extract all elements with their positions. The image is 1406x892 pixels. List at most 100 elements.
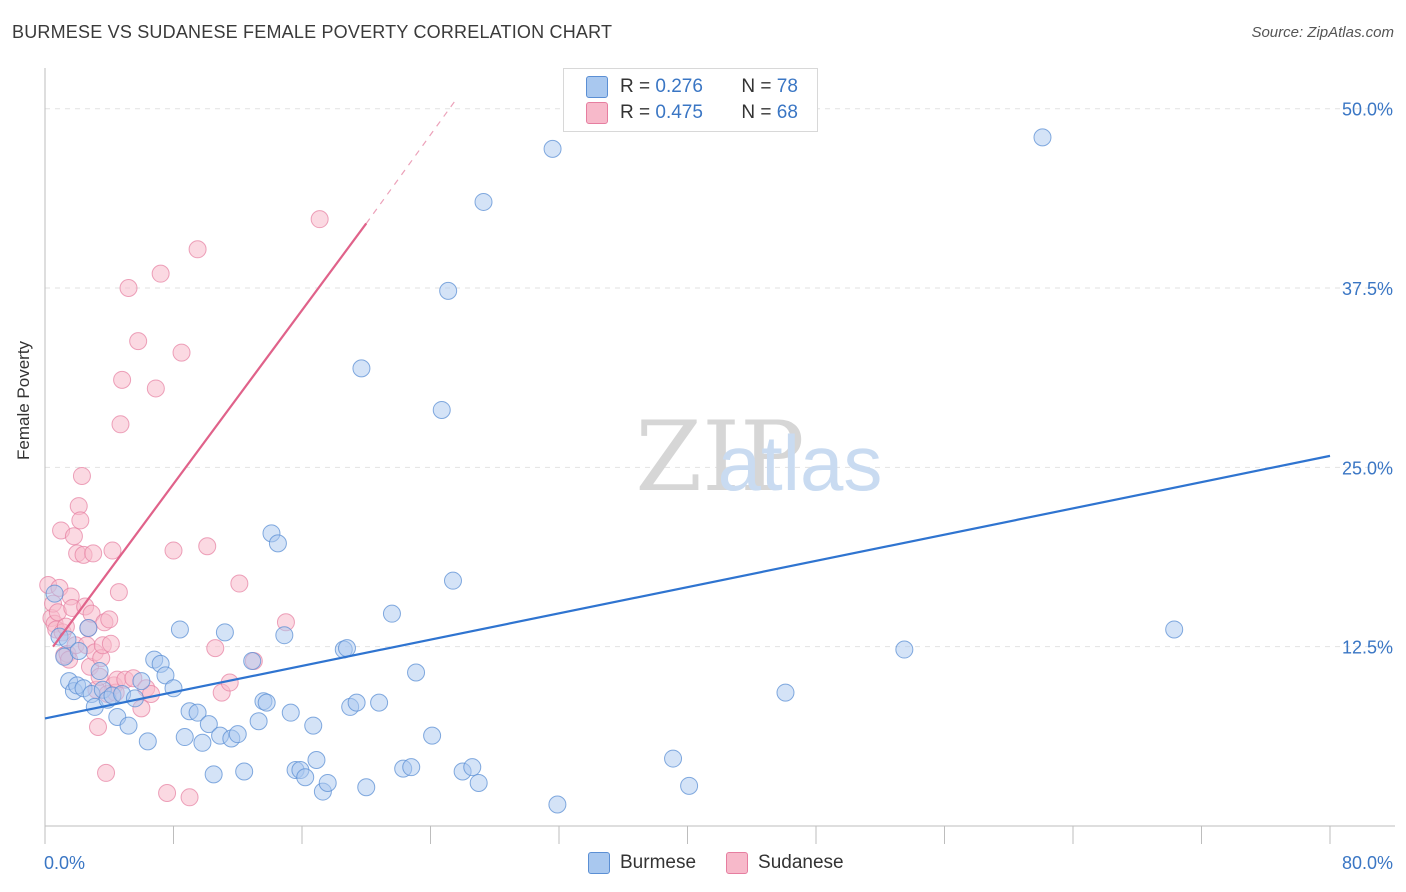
burmese-point	[268, 534, 287, 553]
correlation-legend: R = 0.276 N = 78 R = 0.475 N = 68	[563, 68, 818, 132]
sudanese-point	[111, 415, 130, 434]
sudanese-point	[113, 370, 132, 389]
sudanese-point	[72, 466, 91, 485]
sudanese-point	[180, 788, 199, 807]
burmese-point	[249, 712, 268, 731]
burmese-point	[382, 604, 401, 623]
burmese-n-value: 78	[776, 76, 798, 97]
burmese-swatch	[586, 76, 608, 98]
burmese-point	[243, 652, 262, 671]
y-tick-label: 37.5%	[1342, 279, 1393, 299]
sudanese-point	[109, 583, 128, 602]
burmese-point	[90, 662, 109, 681]
legend-row-burmese: R = 0.276 N = 78	[586, 75, 798, 99]
burmese-legend-label: Burmese	[620, 852, 697, 873]
trend-lines	[44, 101, 1331, 720]
burmese-point	[469, 773, 488, 792]
burmese-point	[423, 726, 442, 745]
y-tick-label: 50.0%	[1342, 100, 1393, 120]
burmese-point	[432, 400, 451, 419]
sudanese-legend-label: Sudanese	[758, 852, 844, 873]
sudanese-legend-swatch	[726, 852, 749, 874]
burmese-point	[132, 672, 151, 691]
burmese-point	[318, 773, 337, 792]
sudanese-point	[100, 610, 119, 629]
sudanese-point	[146, 379, 165, 398]
burmese-point	[45, 584, 64, 603]
burmese-point	[443, 571, 462, 590]
sudanese-point	[97, 763, 116, 782]
sudanese-point	[230, 574, 249, 593]
x-tick-label: 0.0%	[44, 853, 85, 873]
burmese-point	[235, 762, 254, 781]
legend-row-sudanese: R = 0.475 N = 68	[586, 101, 798, 125]
sudanese-point	[206, 639, 225, 658]
chart-title: BURMESE VS SUDANESE FEMALE POVERTY CORRE…	[12, 22, 613, 42]
tick-labels: 12.5% 25.0% 37.5% 50.0% 0.0% 80.0%	[44, 100, 1393, 873]
burmese-point	[199, 715, 218, 734]
burmese-point	[1165, 620, 1184, 639]
sudanese-swatch	[586, 102, 608, 124]
burmese-point	[204, 765, 223, 784]
watermark-atlas: atlas	[718, 419, 883, 507]
sudanese-point	[198, 537, 217, 556]
burmese-point	[357, 778, 376, 797]
burmese-point	[119, 716, 138, 735]
legend-item-burmese[interactable]: Burmese	[588, 852, 696, 874]
sudanese-point	[103, 541, 122, 560]
grid-lines	[45, 108, 1395, 648]
burmese-point	[407, 663, 426, 682]
burmese-point	[138, 732, 157, 751]
burmese-point	[275, 626, 294, 645]
sudanese-trend-line	[52, 222, 368, 648]
sudanese-n-label: N =	[741, 102, 772, 123]
burmese-point	[257, 693, 276, 712]
burmese-point	[895, 640, 914, 659]
burmese-point	[79, 619, 98, 638]
x-tick-label: 80.0%	[1342, 853, 1393, 873]
sudanese-trend-extension	[365, 101, 456, 224]
burmese-point	[680, 776, 699, 795]
burmese-point	[463, 758, 482, 777]
source-credit: Source: ZipAtlas.com	[1251, 24, 1394, 41]
legend-item-sudanese[interactable]: Sudanese	[726, 852, 844, 874]
burmese-point	[352, 359, 371, 378]
sudanese-point	[64, 527, 83, 546]
burmese-point	[296, 768, 315, 787]
burmese-point	[188, 703, 207, 722]
burmese-points	[45, 128, 1184, 814]
sudanese-point	[129, 332, 148, 351]
burmese-point	[402, 758, 421, 777]
burmese-point	[281, 703, 300, 722]
sudanese-point	[188, 240, 207, 259]
burmese-point	[228, 725, 247, 744]
burmese-point	[215, 623, 234, 642]
burmese-point	[776, 683, 795, 702]
axes	[44, 68, 1395, 844]
burmese-point	[664, 749, 683, 768]
burmese-point	[439, 281, 458, 300]
sudanese-n-value: 68	[776, 102, 798, 123]
burmese-point	[548, 795, 567, 814]
sudanese-point	[89, 718, 108, 737]
burmese-n-label: N =	[741, 76, 772, 97]
sudanese-point	[164, 541, 183, 560]
burmese-point	[304, 716, 323, 735]
burmese-point	[170, 620, 189, 639]
burmese-point	[347, 693, 366, 712]
sudanese-point	[158, 784, 177, 803]
burmese-legend-swatch	[588, 852, 610, 874]
burmese-point	[370, 693, 389, 712]
sudanese-r-value: 0.475	[655, 102, 703, 123]
burmese-point	[337, 639, 356, 658]
burmese-trend-line	[44, 454, 1331, 720]
sudanese-point	[84, 544, 103, 563]
burmese-r-label: R =	[620, 76, 651, 97]
sudanese-point	[172, 343, 191, 362]
burmese-point	[69, 641, 88, 660]
watermark-zip: ZIP	[635, 401, 804, 513]
y-axis-label: Female Poverty	[14, 340, 33, 460]
series-legend: Burmese Sudanese	[588, 852, 874, 874]
sudanese-point	[71, 511, 90, 530]
